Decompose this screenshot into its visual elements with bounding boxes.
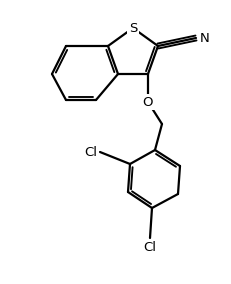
Text: Cl: Cl <box>84 145 97 158</box>
Text: N: N <box>199 32 209 45</box>
Text: O: O <box>142 95 153 108</box>
Text: Cl: Cl <box>143 241 156 254</box>
Text: S: S <box>128 22 137 34</box>
